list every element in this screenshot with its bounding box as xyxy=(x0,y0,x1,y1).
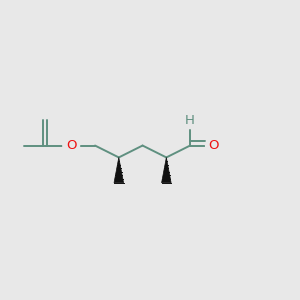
Circle shape xyxy=(182,112,198,129)
Polygon shape xyxy=(162,158,171,183)
Polygon shape xyxy=(114,158,124,183)
Text: O: O xyxy=(66,139,76,152)
Text: H: H xyxy=(185,114,195,127)
Circle shape xyxy=(63,137,80,154)
Circle shape xyxy=(206,137,222,154)
Text: O: O xyxy=(209,139,219,152)
